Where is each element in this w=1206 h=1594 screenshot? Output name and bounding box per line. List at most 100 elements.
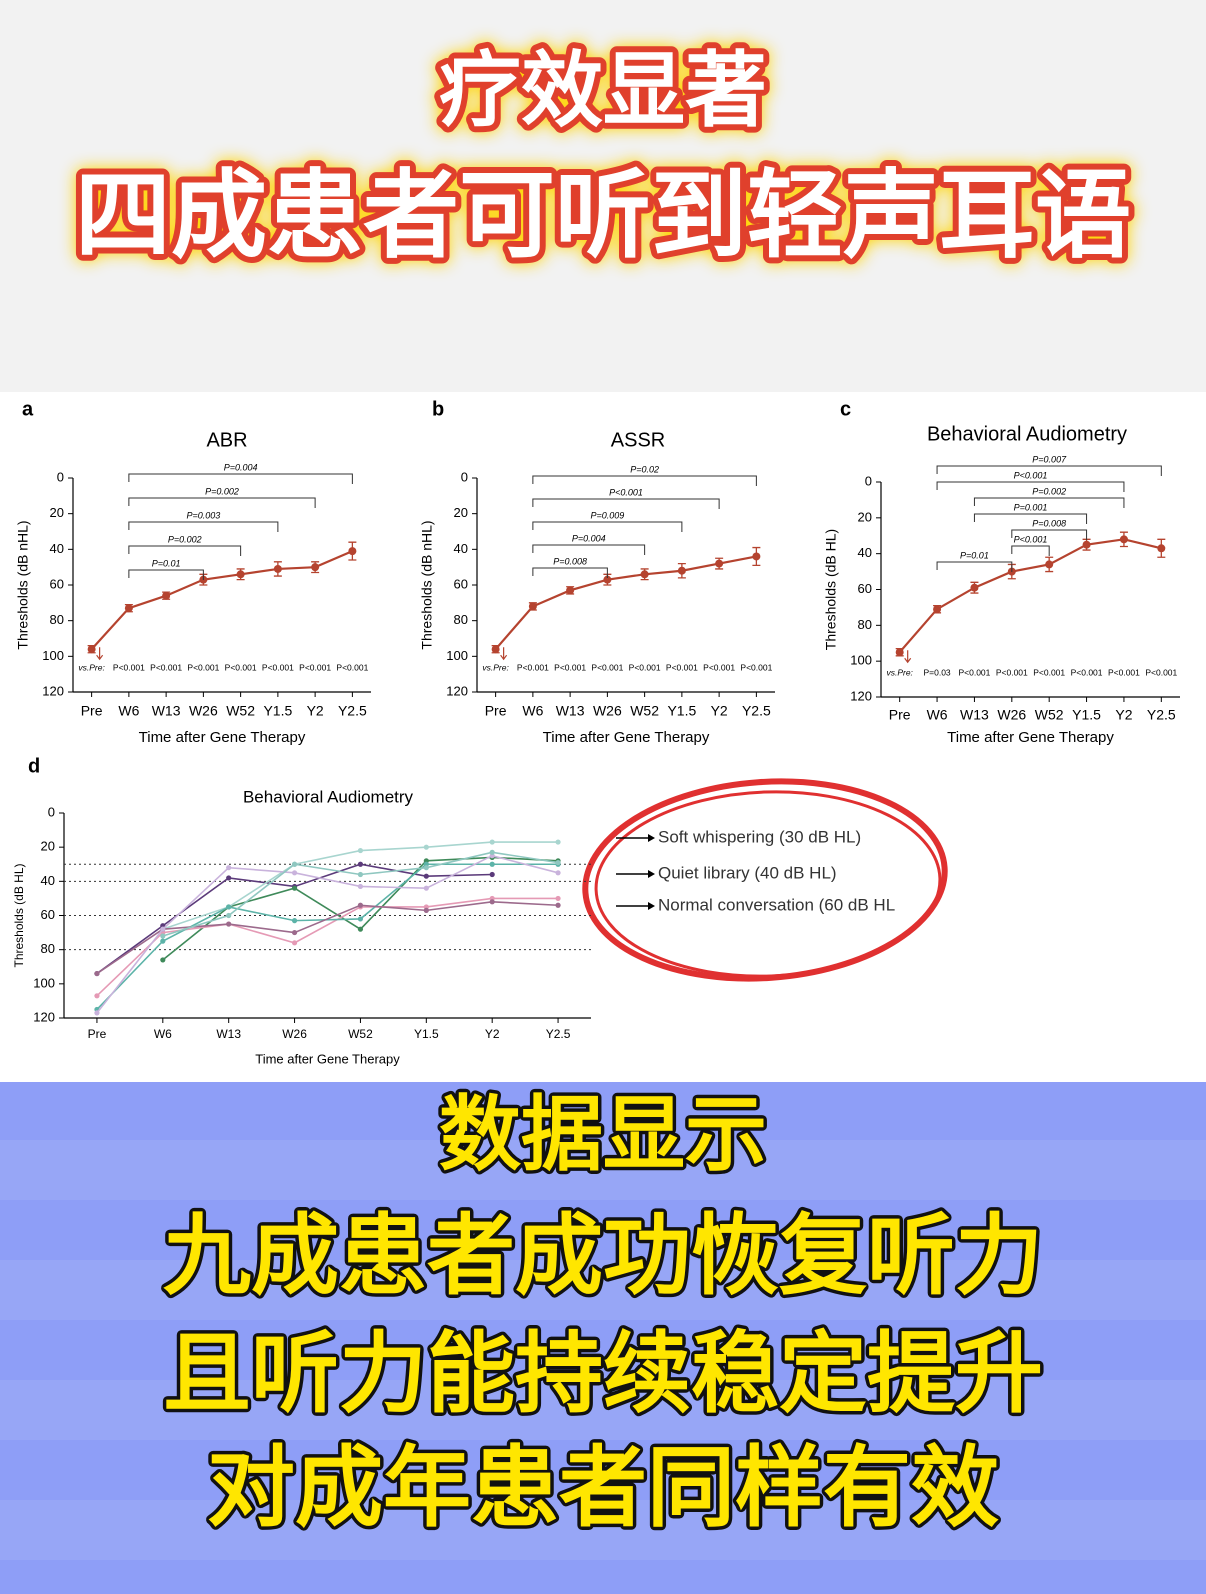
point xyxy=(555,859,561,866)
y-tick-label: 120 xyxy=(42,683,64,698)
x-axis-title: Time after Gene Therapy xyxy=(139,729,306,746)
comparison-label: P=0.01 xyxy=(960,550,989,560)
pre-arrow xyxy=(500,647,508,661)
x-tick-label: Y2.5 xyxy=(742,703,771,719)
series-line xyxy=(898,538,1162,653)
point xyxy=(357,926,364,932)
y-tick-label: 120 xyxy=(850,688,872,703)
comparison-bracket xyxy=(936,481,1125,492)
y-tick-label: 40 xyxy=(454,541,468,556)
y-tick-label: 80 xyxy=(454,612,468,627)
chart-title: Behavioral Audiometry xyxy=(927,423,1127,445)
y-tick-label: 100 xyxy=(42,648,64,663)
x-tick-label: Y2 xyxy=(307,703,324,719)
x-tick-label: Y1.5 xyxy=(1072,707,1101,723)
point xyxy=(489,849,495,855)
comparison-bracket xyxy=(532,567,608,578)
comparison-label: P=0.004 xyxy=(224,462,258,472)
y-tick-label: 20 xyxy=(454,505,468,520)
chart-title: Behavioral Audiometry xyxy=(243,787,414,806)
point xyxy=(423,865,429,871)
point xyxy=(291,918,298,924)
vs-pre-p: P<0.001 xyxy=(591,662,623,672)
x-tick-label: Pre xyxy=(81,703,103,719)
panel-label: b xyxy=(432,398,444,420)
comparison-bracket xyxy=(532,544,646,555)
comparison-label: P=0.008 xyxy=(553,556,587,566)
point xyxy=(555,870,561,876)
comparison-bracket xyxy=(973,497,1125,508)
point xyxy=(357,916,364,922)
x-tick-label: W26 xyxy=(282,1027,307,1041)
comparison-label: P=0.008 xyxy=(1032,518,1066,528)
point xyxy=(357,861,364,867)
x-tick-label: W52 xyxy=(1035,707,1064,723)
comparison-bracket xyxy=(128,521,279,532)
vs-pre-p: P<0.001 xyxy=(1033,667,1065,677)
point xyxy=(291,940,298,946)
headline: 四成患者可听到轻声耳语 xyxy=(75,159,1131,271)
point xyxy=(236,570,245,579)
point xyxy=(94,970,100,977)
chart-title: ABR xyxy=(206,429,247,451)
x-tick-label: W26 xyxy=(593,703,622,719)
comparison-bracket xyxy=(532,498,720,509)
point xyxy=(357,883,364,890)
vs-pre-p: P<0.001 xyxy=(150,662,182,672)
point xyxy=(489,839,495,845)
x-axis-title: Time after Gene Therapy xyxy=(947,729,1114,746)
chart-title: ASSR xyxy=(611,429,665,451)
vs-pre-p: P<0.001 xyxy=(517,662,549,672)
point xyxy=(1119,535,1128,544)
comparison-label: P=0.002 xyxy=(205,486,239,496)
point xyxy=(555,902,561,908)
point xyxy=(124,604,133,613)
comparison-bracket xyxy=(128,545,242,556)
comparison-label: P<0.001 xyxy=(1014,534,1048,544)
comparison-label: P<0.001 xyxy=(609,487,643,497)
series-line xyxy=(96,854,559,1014)
comparison-label: P<0.001 xyxy=(1014,470,1048,480)
x-tick-label: W6 xyxy=(118,703,139,719)
vs-pre-label: vs.Pre: xyxy=(886,667,913,677)
point xyxy=(640,570,649,579)
vs-pre-p: P<0.001 xyxy=(1071,667,1103,677)
x-axis-title: Time after Gene Therapy xyxy=(543,729,710,746)
point xyxy=(1082,540,1091,549)
annotation-arrowhead xyxy=(648,834,655,842)
point xyxy=(226,865,232,871)
point xyxy=(226,875,232,881)
panel-label: c xyxy=(840,398,851,420)
vs-pre-p: P<0.001 xyxy=(225,662,257,672)
y-tick-label: 120 xyxy=(446,683,468,698)
footer-line: 且听力能持续稳定提升 xyxy=(163,1322,1043,1425)
vs-pre-p: P<0.001 xyxy=(666,662,698,672)
series-line xyxy=(96,901,559,975)
y-tick-label: 100 xyxy=(446,648,468,663)
comparison-bracket xyxy=(128,569,204,580)
highlight-ring xyxy=(594,790,942,978)
point xyxy=(160,926,166,932)
vs-pre-p: P=0.03 xyxy=(923,667,950,677)
point xyxy=(970,583,979,592)
series-line xyxy=(494,555,757,650)
x-tick-label: Pre xyxy=(485,703,507,719)
y-tick-label: 60 xyxy=(41,907,55,922)
point xyxy=(357,847,364,854)
comparison-bracket xyxy=(973,513,1088,524)
x-tick-label: W26 xyxy=(189,703,218,719)
annotation: Soft whispering (30 dB HL) xyxy=(658,827,861,846)
vs-pre-p: P<0.001 xyxy=(554,662,586,672)
y-axis-title: Thresholds (dB HL) xyxy=(823,529,839,650)
point xyxy=(1157,544,1166,553)
point xyxy=(160,938,166,944)
comparison-label: P=0.01 xyxy=(152,558,181,568)
point xyxy=(491,645,500,654)
footer-bg xyxy=(0,1082,1206,1594)
comparison-label: P=0.007 xyxy=(1032,454,1067,464)
x-tick-label: Y2.5 xyxy=(338,703,367,719)
vs-pre-p: P<0.001 xyxy=(1145,667,1177,677)
comparison-label: P=0.003 xyxy=(186,510,220,520)
y-tick-label: 0 xyxy=(48,804,55,819)
y-tick-label: 60 xyxy=(454,576,468,591)
